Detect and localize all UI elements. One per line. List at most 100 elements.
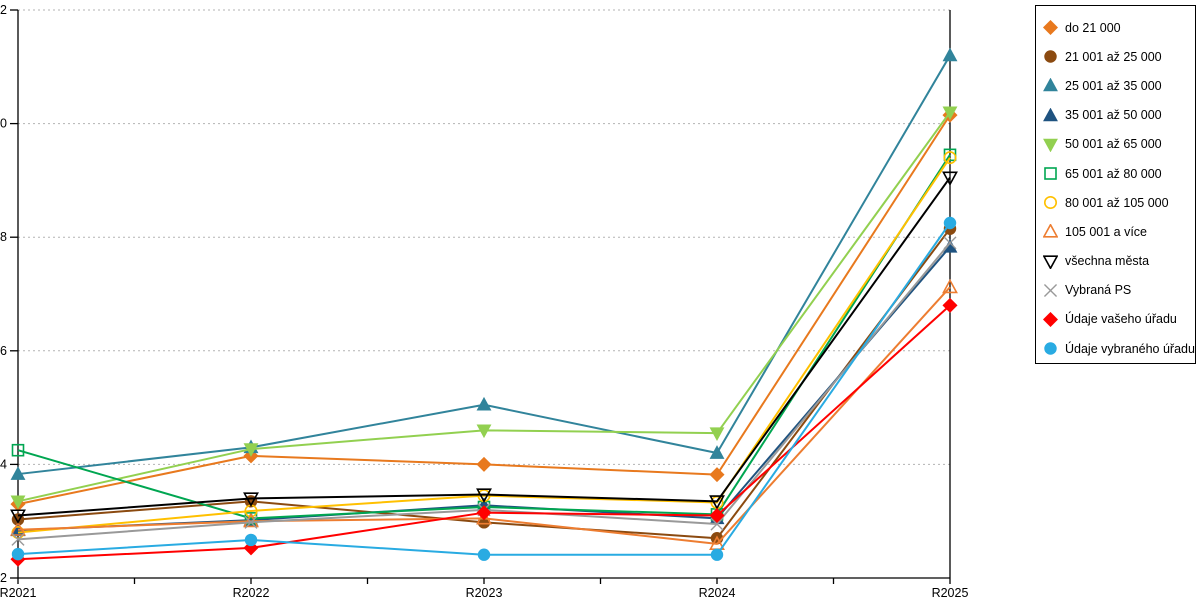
data-point-marker — [942, 278, 958, 294]
data-point-marker — [1043, 107, 1058, 121]
data-point-marker — [1044, 167, 1057, 180]
data-point-marker — [477, 548, 491, 561]
series-12 — [11, 216, 957, 561]
x-tick-label-R2022: R2022 — [233, 586, 270, 600]
series-9 — [10, 171, 958, 525]
legend-item-5: 50 001 až 65 000 — [1043, 130, 1189, 159]
data-point-marker — [243, 492, 259, 507]
data-point-marker — [943, 236, 957, 250]
data-point-marker — [476, 396, 492, 411]
data-point-marker — [709, 507, 725, 524]
triangle-up-icon — [1043, 78, 1058, 92]
x-tick-label-R2023: R2023 — [466, 586, 503, 600]
triangle-down-icon — [1043, 138, 1058, 152]
y-tick-label-8: 8 — [0, 230, 7, 244]
data-point-marker — [476, 456, 492, 472]
square-icon — [1044, 167, 1057, 180]
series-7 — [11, 151, 957, 540]
data-point-marker — [942, 106, 958, 121]
legend-label: všechna města — [1065, 254, 1150, 269]
legend-label: Vybraná PS — [1065, 283, 1132, 298]
data-point-marker — [11, 443, 25, 457]
chart-svg: 2 4 6 8 10 12 R2021 R2022 R2023 R2024 R2025 — [0, 3, 969, 600]
data-point-marker — [476, 424, 492, 439]
triangle-down-icon — [1043, 255, 1058, 269]
circle-icon — [1043, 196, 1058, 210]
legend-item-2: 21 001 až 25 000 — [1043, 42, 1189, 71]
y-tick-label-2: 2 — [0, 571, 7, 585]
series-line — [17, 114, 951, 506]
data-point-marker — [11, 532, 25, 546]
circle-icon — [1044, 50, 1057, 64]
y-tick-label-10: 10 — [0, 117, 7, 131]
x-tick-label-R2021: R2021 — [0, 586, 36, 600]
legend-label: 65 001 až 80 000 — [1065, 166, 1162, 181]
series-line — [17, 157, 951, 534]
data-point-marker — [942, 297, 958, 313]
data-point-marker — [943, 216, 957, 230]
data-point-marker — [710, 517, 724, 531]
series-line — [17, 246, 951, 532]
data-point-marker — [1043, 255, 1058, 269]
data-point-marker — [1043, 78, 1058, 92]
series-line — [17, 176, 951, 517]
data-point-marker — [1043, 196, 1058, 210]
x-tick-label-R2024: R2024 — [699, 586, 736, 600]
data-point-marker — [1043, 283, 1058, 297]
legend-item-10: Vybraná PS — [1043, 276, 1189, 305]
legend-label: Údaje vybraného úřadu — [1065, 341, 1195, 356]
data-point-marker — [10, 466, 26, 480]
legend-label: 105 001 a více — [1065, 224, 1148, 239]
y-tick-label-4: 4 — [0, 457, 7, 471]
data-point-marker — [710, 548, 724, 561]
legend: do 21 000 21 001 až 25 000 25 001 až 35 00… — [1035, 5, 1196, 364]
data-point-marker — [244, 533, 258, 547]
data-point-marker — [943, 151, 957, 165]
legend-item-9: všechna města — [1043, 247, 1189, 276]
series-1 — [10, 107, 958, 512]
data-point-marker — [709, 445, 725, 459]
x-tick-label-R2025: R2025 — [932, 586, 969, 600]
legend-item-3: 25 001 až 35 000 — [1043, 71, 1189, 100]
legend-label: 35 001 až 50 000 — [1065, 108, 1162, 123]
legend-label: 21 001 až 25 000 — [1065, 49, 1162, 64]
data-point-marker — [243, 443, 259, 457]
data-point-marker — [10, 509, 26, 525]
data-point-marker — [1043, 138, 1058, 152]
circle-icon — [1044, 342, 1057, 355]
x-icon — [1043, 283, 1058, 297]
data-point-marker — [942, 238, 958, 253]
data-point-marker — [244, 515, 258, 529]
triangle-up-icon — [1043, 107, 1058, 121]
diamond-icon — [1043, 20, 1058, 36]
data-point-marker — [1044, 342, 1057, 355]
legend-item-6: 65 001 až 80 000 — [1043, 159, 1189, 188]
y-tick-label-6: 6 — [0, 344, 7, 358]
legend-label: 50 001 až 65 000 — [1065, 137, 1162, 152]
legend-label: 80 001 až 105 000 — [1065, 195, 1169, 210]
series-5 — [10, 106, 958, 510]
legend-label: 25 001 až 35 000 — [1065, 78, 1162, 93]
legend-label: do 21 000 — [1065, 20, 1121, 35]
data-point-marker — [942, 47, 958, 62]
data-point-marker — [942, 171, 958, 187]
diamond-icon — [1043, 311, 1058, 327]
data-point-marker — [709, 427, 725, 442]
data-point-marker — [10, 495, 26, 510]
legend-item-4: 35 001 až 50 000 — [1043, 101, 1189, 130]
data-point-marker — [1044, 50, 1057, 64]
data-point-marker — [1043, 311, 1058, 327]
legend-item-8: 105 001 a více — [1043, 217, 1189, 246]
data-point-marker — [11, 547, 25, 561]
data-point-marker — [1043, 20, 1058, 36]
data-point-marker — [709, 467, 725, 483]
legend-item-12: Údaje vybraného úřadu — [1043, 334, 1195, 363]
data-point-marker — [10, 521, 26, 536]
legend-item-11: Údaje vašeho úřadu — [1043, 305, 1189, 334]
triangle-up-icon — [1043, 224, 1058, 238]
data-point-marker — [709, 495, 725, 510]
series-line — [17, 111, 951, 503]
data-point-marker — [1043, 224, 1058, 238]
data-point-marker — [476, 509, 492, 525]
